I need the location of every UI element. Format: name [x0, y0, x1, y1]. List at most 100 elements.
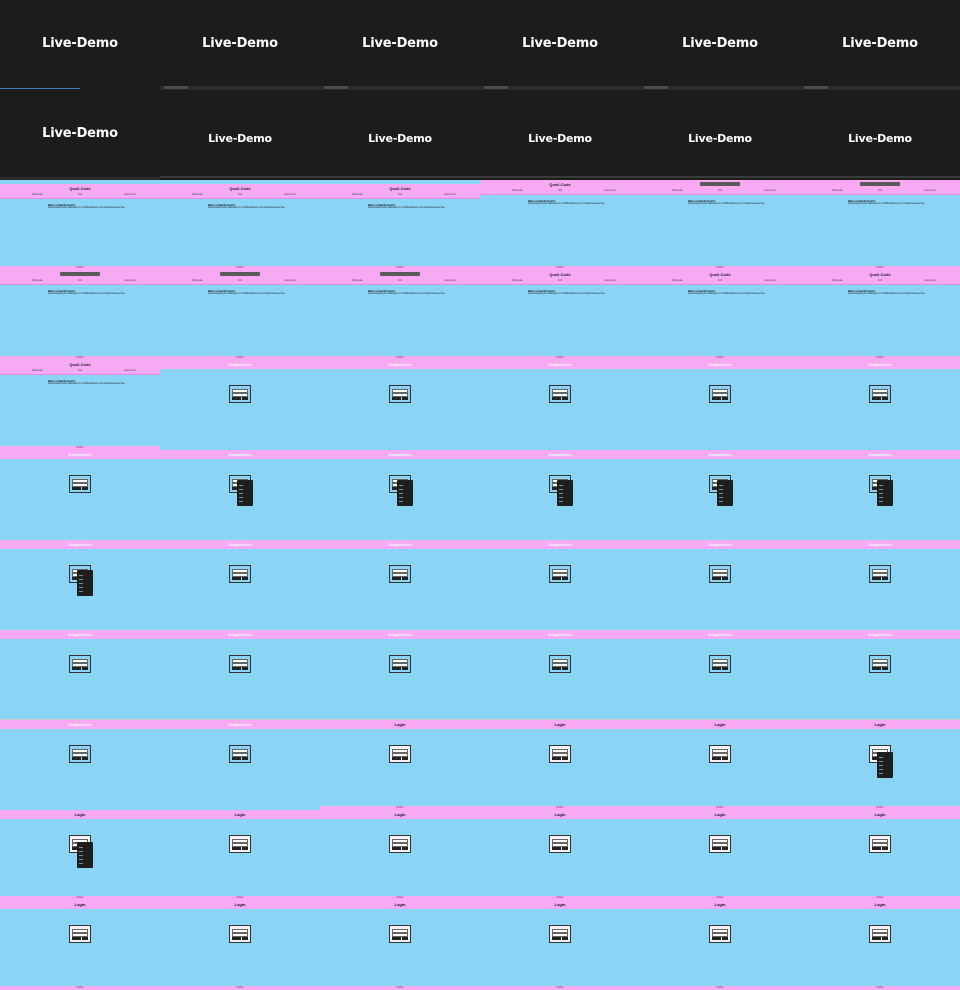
- form-input: [552, 663, 568, 667]
- form-button: [402, 397, 408, 400]
- form-button: [552, 757, 561, 760]
- context-menu-item: [79, 855, 83, 856]
- page-header: Login: [480, 900, 640, 909]
- page-header: Registrieren: [480, 360, 640, 369]
- browser-toolbar: [0, 177, 160, 180]
- form-input: [712, 749, 728, 753]
- frame-tile: Live-Demo: [480, 0, 640, 90]
- form-button: [72, 577, 81, 580]
- form-dialog: [869, 385, 891, 403]
- form-input: [872, 663, 888, 667]
- form-button: [392, 937, 401, 940]
- divider: [640, 719, 800, 720]
- form-button: [552, 847, 561, 850]
- form-button: [882, 667, 888, 670]
- frame-tile: Registrieren: [0, 720, 160, 810]
- nav-bar: Startseite Info Impressum: [0, 369, 160, 375]
- form-button: [882, 937, 888, 940]
- page-header: Registrieren: [0, 450, 160, 459]
- page-body-text: Quell-Code ist eine Webseite zur Veröffe…: [848, 293, 925, 295]
- form-dialog: [229, 835, 251, 853]
- url-tooltip: [60, 272, 100, 276]
- page-body-text: Quell-Code ist eine Webseite zur Veröffe…: [368, 207, 445, 209]
- page-header: Registrieren: [800, 450, 960, 459]
- form-button: [712, 667, 721, 670]
- nav-link: Startseite: [672, 279, 683, 282]
- context-menu-item: [79, 859, 83, 860]
- browser-toolbar: [320, 86, 480, 90]
- frame-tile: Login Footer: [480, 720, 640, 810]
- frame-tile: Registrieren: [640, 360, 800, 450]
- form-button: [712, 487, 721, 490]
- browser-tab: [324, 86, 348, 89]
- page-footer: Footer: [480, 356, 640, 360]
- page-header: Registrieren: [320, 450, 480, 459]
- page-header: Quell-Code: [160, 184, 320, 193]
- frame-tile: Registrieren: [800, 450, 960, 540]
- form-button: [232, 397, 241, 400]
- page-heading: Was ist Quell-Code?: [368, 289, 396, 293]
- form-dialog: [869, 565, 891, 583]
- nav-link: Info: [78, 369, 83, 372]
- form-input: [392, 843, 408, 847]
- frame-tile: Registrieren: [160, 720, 320, 810]
- nav-bar: Startseite Info Impressum: [160, 193, 320, 199]
- form-button: [82, 757, 88, 760]
- frame-tile: Registrieren: [160, 540, 320, 630]
- form-dialog: [69, 475, 91, 493]
- form-input: [872, 393, 888, 397]
- page-footer: Footer: [480, 806, 640, 810]
- form-button: [872, 487, 881, 490]
- form-input: [552, 659, 568, 663]
- form-button: [402, 937, 408, 940]
- context-menu-item: [399, 497, 403, 498]
- nav-link: Impressum: [924, 279, 937, 282]
- form-dialog: [869, 835, 891, 853]
- page-header: Registrieren: [0, 540, 160, 549]
- frame-tile: Startseite Info Impressum Was ist Quell-Cod…: [320, 270, 480, 360]
- form-button: [392, 847, 401, 850]
- frame-tile: Registrieren: [800, 360, 960, 450]
- form-button: [232, 757, 241, 760]
- nav-link: Startseite: [512, 189, 523, 192]
- page-footer: Footer: [480, 986, 640, 990]
- nav-bar: Startseite Info Impressum: [160, 279, 320, 285]
- live-demo-title: Live-Demo: [368, 132, 432, 145]
- form-input: [712, 839, 728, 843]
- form-button: [722, 937, 728, 940]
- frame-tile: Registrieren: [160, 630, 320, 720]
- context-menu-item: [399, 501, 403, 502]
- form-button: [242, 577, 248, 580]
- page-heading: Was ist Quell-Code?: [848, 289, 876, 293]
- frame-tile: Login Footer: [640, 900, 800, 990]
- page-footer: Footer: [800, 896, 960, 900]
- nav-link: Startseite: [832, 189, 843, 192]
- context-menu-item: [879, 757, 883, 758]
- form-input: [72, 479, 88, 483]
- nav-link: Impressum: [764, 189, 777, 192]
- context-menu-item: [879, 765, 883, 766]
- browser-strip: [160, 176, 320, 178]
- page-header: Registrieren: [160, 360, 320, 369]
- frame-tile: Quell-Code Startseite Info Impressum Was ist…: [480, 180, 640, 270]
- live-demo-title: Live-Demo: [522, 36, 598, 51]
- page-footer: Footer: [0, 266, 160, 270]
- form-button: [562, 577, 568, 580]
- context-menu: [877, 752, 893, 778]
- page-footer: Footer: [160, 356, 320, 360]
- context-menu-item: [879, 773, 883, 774]
- form-dialog: [229, 925, 251, 943]
- page-body-text: Quell-Code ist eine Webseite zur Veröffe…: [528, 293, 605, 295]
- context-menu-item: [559, 501, 563, 502]
- context-menu-item: [719, 497, 723, 498]
- frame-tile: Registrieren: [0, 450, 160, 540]
- page-footer: Footer: [320, 806, 480, 810]
- page-body-text: Quell-Code ist eine Webseite zur Veröffe…: [48, 383, 125, 385]
- form-input: [392, 933, 408, 937]
- form-button: [712, 757, 721, 760]
- context-menu-item: [719, 489, 723, 490]
- page-header: Registrieren: [640, 630, 800, 639]
- form-input: [872, 389, 888, 393]
- form-input: [232, 749, 248, 753]
- form-input: [392, 663, 408, 667]
